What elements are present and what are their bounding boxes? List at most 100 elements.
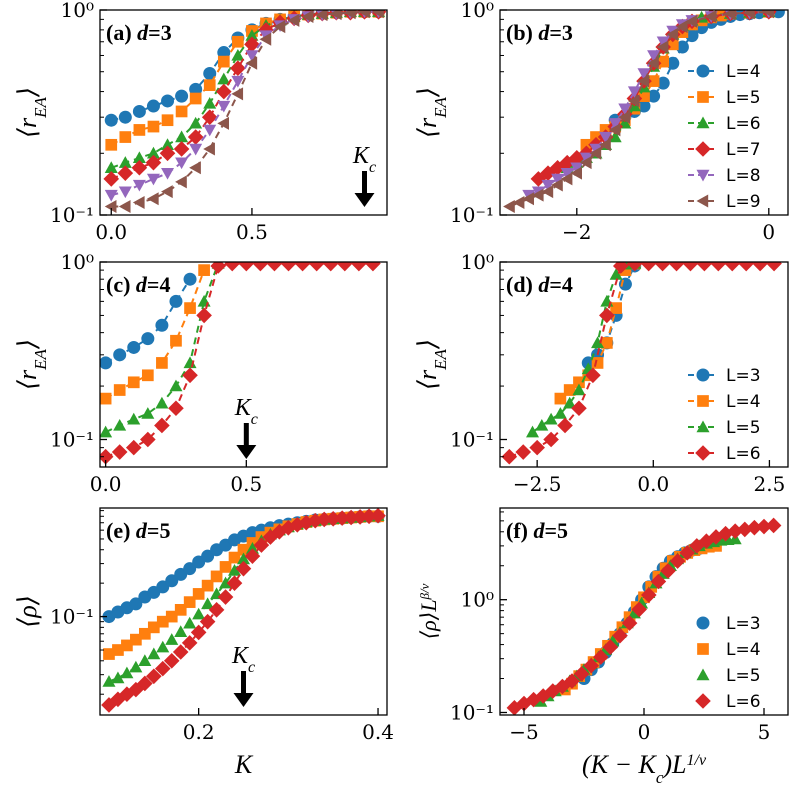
panel-d-x-tick-label: 0.0 — [637, 472, 669, 496]
panel-d-series-l-6-point — [515, 444, 532, 460]
panel-a-series-l-8-point — [132, 179, 146, 192]
panel-f-series-l-6-point — [737, 521, 753, 538]
panel-e-series-l-3-point — [129, 597, 143, 611]
panel-a-series-l-9-point — [161, 185, 173, 199]
panel-a-series-l-8-point — [104, 189, 118, 202]
panel-e-series-l-6-point — [271, 524, 288, 540]
panel-a-series-l-8-point — [231, 75, 245, 88]
panel-e-series-l-5-point — [201, 597, 215, 610]
panel-c-series-l-6-point — [238, 262, 255, 272]
panel-b-series-l-9-point — [503, 200, 515, 214]
panel-c-kc-label: Kc — [234, 395, 258, 428]
panel-a-series-l-4-point — [104, 113, 118, 127]
panel-d-series-l-5-point — [535, 418, 549, 431]
panel-c-series-l-6-point — [280, 262, 297, 272]
panel-b-y-axis-label: ⟨rEA⟩ — [413, 87, 450, 138]
panel-b-series-l-9-point — [618, 110, 630, 124]
panel-b-series-l-9-point — [579, 156, 592, 170]
panel-b-series-l-9-point — [551, 178, 563, 192]
panel-f-series-l-6-point — [564, 673, 580, 689]
panel-e-series-l-5-point — [165, 633, 179, 645]
panel-c-series-l-6-point — [196, 307, 212, 324]
panel-d-title: (d) d=4 — [506, 272, 573, 297]
panel-d-series-l-6-point — [766, 262, 782, 272]
panel-d-legend-entry-l-6: L=6 — [688, 444, 761, 464]
panel-b-series-l-4-point — [685, 29, 699, 43]
panel-d-y-tick-label: 10⁰ — [461, 250, 494, 274]
panel-a-series-l-7-point — [117, 165, 134, 181]
panel-a-series-l-7-point — [201, 109, 218, 125]
panel-b-x-tick-label: 0 — [762, 220, 775, 244]
panel-c-series-l-3-point — [183, 272, 197, 286]
panel-f-y-tick-label: 10⁰ — [461, 588, 494, 612]
panel-b-legend-label: L=7 — [726, 140, 761, 160]
panel-e-series-l-4-point — [156, 615, 169, 628]
panel-e-series-l-5-point — [102, 675, 116, 687]
panel-a-series-l-7-point — [145, 154, 162, 171]
panel-d-series-l-6-point — [557, 417, 573, 434]
panel-c-series-l-6-point — [100, 448, 114, 465]
panel-b-series-l-8-point — [579, 152, 593, 165]
panel-c-series-l-4-point — [127, 376, 140, 389]
panel-a-series-l-9-point — [231, 87, 244, 101]
panel-f-series-l-6-point — [593, 649, 609, 665]
panel-b-legend-marker — [695, 141, 711, 157]
panel-e-series-l-6-point — [217, 589, 234, 605]
panel-b-legend-marker — [696, 169, 710, 182]
panel-d-legend-marker — [696, 420, 710, 433]
panel-a-series-l-9-point — [104, 200, 117, 214]
panel-d-series-l-6-point — [529, 439, 545, 456]
panel-f-series-l-6-point — [621, 615, 638, 631]
panel-b-series-l-9-point — [762, 10, 774, 19]
panel-d-frame — [499, 261, 789, 468]
panel-d-series-l-6-point — [599, 307, 615, 324]
panel-e-series-l-6-point — [226, 575, 243, 591]
panel-d-series-l-4-point — [563, 384, 576, 396]
panel-c-series-l-5-point — [113, 418, 127, 431]
panel-e-y-axis-label: ⟨ρ⟩ — [13, 595, 42, 628]
panel-e-series-l-6-point — [190, 624, 207, 641]
panel-a-series-l-9-point — [189, 161, 201, 175]
panel-e-series-l-6-point — [253, 537, 270, 553]
panel-a-series-l-8-point — [189, 143, 203, 156]
panel-b-y-tick-label: 10⁻¹ — [450, 203, 494, 227]
panel-a-series-l-5-point — [203, 79, 216, 91]
panel-e-series-l-4-point — [147, 621, 160, 634]
panel-d-series-l-6-point — [682, 262, 699, 272]
panel-a-series-l-6-point — [132, 151, 146, 164]
panel-e-series-l-6-point — [208, 602, 225, 618]
panel-d-series-l-5-point — [572, 383, 586, 396]
panel-a-series-l-8-point — [118, 186, 132, 199]
panel-c-plot-area — [100, 262, 381, 465]
panel-b-series-l-4-point — [637, 99, 651, 113]
panel-c-series-l-6-point — [322, 262, 339, 272]
panel-b-series-l-9-point — [647, 56, 659, 70]
panel-e-series-l-4-point — [192, 588, 205, 600]
panel-b-series-l-9-point — [656, 40, 669, 54]
panel-d-series-l-5-point — [563, 396, 577, 409]
panel-b-legend-marker — [697, 91, 709, 103]
panel-f-y-axis-label: ⟨ρ⟩Lβ/ν — [416, 583, 441, 639]
panel-c-series-l-5-point — [155, 396, 169, 409]
panel-f-x-tick-label: −5 — [509, 720, 538, 744]
panel-e-series-l-5-point — [129, 660, 143, 673]
panel-c-title: (c) d=4 — [106, 272, 170, 297]
panel-a-series-l-8-point — [161, 167, 175, 180]
panel-f-legend-marker — [695, 693, 711, 709]
panel-d-legend-entry-l-4: L=4 — [688, 392, 761, 412]
panel-a-series-l-4-point — [203, 67, 217, 81]
panel-c-y-tick-label: 10⁻¹ — [50, 428, 94, 452]
panel-d-series-l-5-line — [531, 262, 635, 434]
panel-e-series-l-4-point — [237, 543, 250, 556]
panel-b-series-l-8-point — [618, 103, 632, 116]
panel-a-series-l-8-point — [146, 173, 160, 186]
panel-a-series-l-7-point — [173, 141, 190, 157]
panel-d-x-tick-label: −2.5 — [513, 472, 562, 496]
panel-b-legend-entry-l-7: L=7 — [688, 140, 761, 160]
panel-a-series-l-6-point — [231, 48, 245, 61]
panel-b-series-l-5-point — [657, 55, 670, 68]
panel-c-series-l-3-point — [155, 318, 169, 332]
panel-d-series-l-6-point — [626, 262, 643, 272]
panel-c-series-l-6-point — [365, 262, 381, 272]
panel-a-series-l-6-point — [146, 146, 160, 159]
